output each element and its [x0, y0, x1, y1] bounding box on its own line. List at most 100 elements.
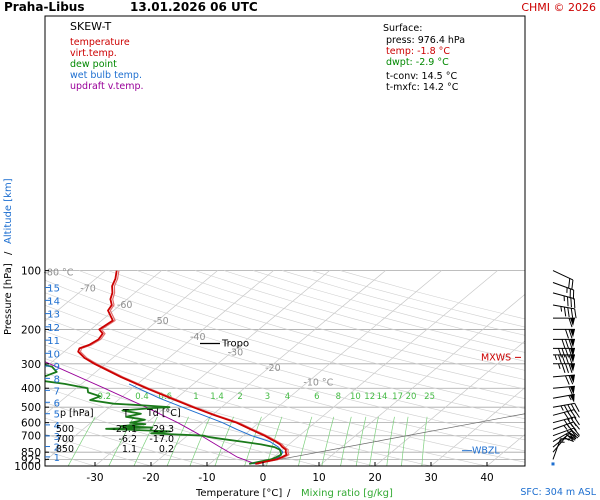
- barb-pennant-10: [569, 386, 575, 395]
- altitude-tick-8: 8: [54, 374, 60, 385]
- barb-full-18: [567, 307, 570, 318]
- barb-full-17: [568, 317, 573, 328]
- table-row-2-td: 0.2: [159, 444, 174, 455]
- barb-full-4: [566, 430, 574, 439]
- isotherm--50: [45, 270, 218, 415]
- barb-full-6: [567, 418, 574, 428]
- barb-full-16: [565, 329, 569, 339]
- isotherm-label-5: -30: [228, 348, 244, 359]
- x-axis-title: Temperature [°C] / Mixing ratio [g/kg]: [195, 488, 393, 499]
- surface-dewpoint: dwpt: -2.9 °C: [386, 57, 449, 68]
- isotherm--30: [94, 270, 330, 466]
- table-row-2-t: 1.1: [122, 444, 137, 455]
- pressure-tick-1000: 1000: [14, 461, 41, 473]
- barb-pennant-11: [569, 374, 575, 384]
- mixing-label-1: 0.4: [135, 392, 149, 402]
- barb-full-14: [568, 348, 573, 358]
- mixing-line-12: [369, 416, 379, 466]
- temp-tick-0: 0: [260, 472, 267, 484]
- barb-half-20: [566, 287, 568, 293]
- barb-full-8: [563, 404, 570, 414]
- credit-text: CHMI © 2026: [521, 1, 596, 14]
- annotations: Tropo MXWS WBZL SFC: 304 m ASL: [221, 339, 597, 499]
- profile-series: [45, 270, 525, 465]
- barb-full-18: [563, 306, 567, 317]
- barb-pennant-9: [569, 394, 575, 403]
- barb-half-9: [568, 395, 572, 401]
- mixing-label-13: 17: [392, 392, 403, 402]
- barb-full-20: [569, 288, 571, 299]
- barb-full-14: [565, 348, 569, 358]
- table-header-td: Td [°C]: [146, 408, 181, 419]
- legend: SKEW-T temperature virt.temp. dew point …: [70, 20, 144, 92]
- mixing-line-9: [321, 416, 335, 466]
- temp-tick-20: 20: [368, 472, 381, 484]
- table-header-t: T: [122, 408, 129, 419]
- mixing-line-7: [266, 416, 283, 466]
- barb-full-16: [568, 329, 573, 339]
- barb-full-13: [558, 354, 562, 365]
- barb-full-12: [568, 363, 573, 373]
- pressure-tick-600: 600: [21, 418, 41, 430]
- barb-staff-20: [552, 282, 574, 291]
- barb-pennant-14: [570, 348, 575, 357]
- mixing-label-14: 20: [406, 392, 417, 402]
- y-axis-title-altitude: Altitude [km]: [3, 178, 14, 244]
- barb-pennant-15: [570, 339, 575, 348]
- barb-full-14: [561, 348, 566, 358]
- wind-barb-18: [552, 304, 577, 319]
- barb-full-18: [570, 308, 574, 318]
- barb-half-13: [554, 354, 558, 361]
- isotherm-label-7: -10 °C: [303, 378, 333, 389]
- dry-adiabat-70: [45, 305, 525, 441]
- barb-full-15: [565, 339, 569, 349]
- pressure-tick-925: 925: [21, 454, 41, 466]
- isotherm-label-2: -60: [117, 300, 133, 311]
- table-row-1-t: -6.2: [118, 434, 137, 445]
- dry-adiabat-140: [166, 270, 525, 371]
- tropopause-label: Tropo: [221, 339, 249, 350]
- wind-barb-16: [553, 328, 575, 339]
- surface-barb-dot: [551, 462, 555, 466]
- x-axis-title-sep: /: [287, 488, 291, 499]
- barb-pennant-16: [570, 329, 575, 338]
- level-table: p [hPa] T Td [°C] 500 -25.1 -29.3 700 -6…: [56, 408, 181, 455]
- mixing-label-12: 14: [377, 392, 388, 402]
- mixing-label-9: 8: [336, 392, 341, 402]
- dry-adiabat-60: [45, 317, 525, 452]
- barb-full-20: [572, 290, 575, 300]
- isotherm--20: [150, 270, 386, 466]
- surface-pressure: press: 976.4 hPa: [386, 35, 465, 46]
- isotherm-30: [430, 387, 525, 466]
- axis-ticks: 1002003004005006007008509251000123456789…: [14, 266, 521, 484]
- dry-adiabat-40: [45, 344, 489, 466]
- altitude-tick-14: 14: [47, 296, 60, 307]
- barb-pennant-17: [570, 318, 575, 327]
- table-header-p: p [hPa]: [60, 408, 94, 419]
- altitude-tick-12: 12: [47, 323, 60, 334]
- barb-staff-6: [552, 416, 575, 424]
- barb-full-13: [568, 354, 573, 365]
- barb-full-11: [564, 375, 570, 385]
- barb-full-6: [563, 419, 570, 428]
- mixing-line-3: [166, 416, 189, 466]
- altitude-tick-4: 4: [54, 421, 60, 432]
- barb-full-12: [565, 363, 569, 373]
- mixing-label-0: 0.2: [98, 392, 112, 402]
- isotherm-label-3: -50: [153, 316, 169, 327]
- wind-barb-12: [553, 363, 575, 373]
- wind-barb-6: [552, 416, 580, 428]
- wind-barb-10: [552, 385, 575, 396]
- altitude-tick-2: 2: [54, 443, 60, 454]
- pressure-tick-700: 700: [21, 431, 41, 443]
- legend-virtual-temp: virt.temp.: [70, 48, 117, 59]
- surface-elevation: SFC: 304 m ASL: [520, 487, 596, 498]
- x-axis-title-mixing: Mixing ratio [g/kg]: [301, 488, 393, 499]
- dry-adiabat-110: [79, 270, 525, 400]
- mixing-label-11: 12: [364, 392, 375, 402]
- barb-full-8: [574, 403, 580, 412]
- legend-wet-bulb: wet bulb temp.: [70, 70, 142, 81]
- isotherm-label-4: -40: [190, 332, 206, 343]
- pressure-tick-100: 100: [21, 266, 41, 278]
- wind-barb-9: [552, 393, 575, 403]
